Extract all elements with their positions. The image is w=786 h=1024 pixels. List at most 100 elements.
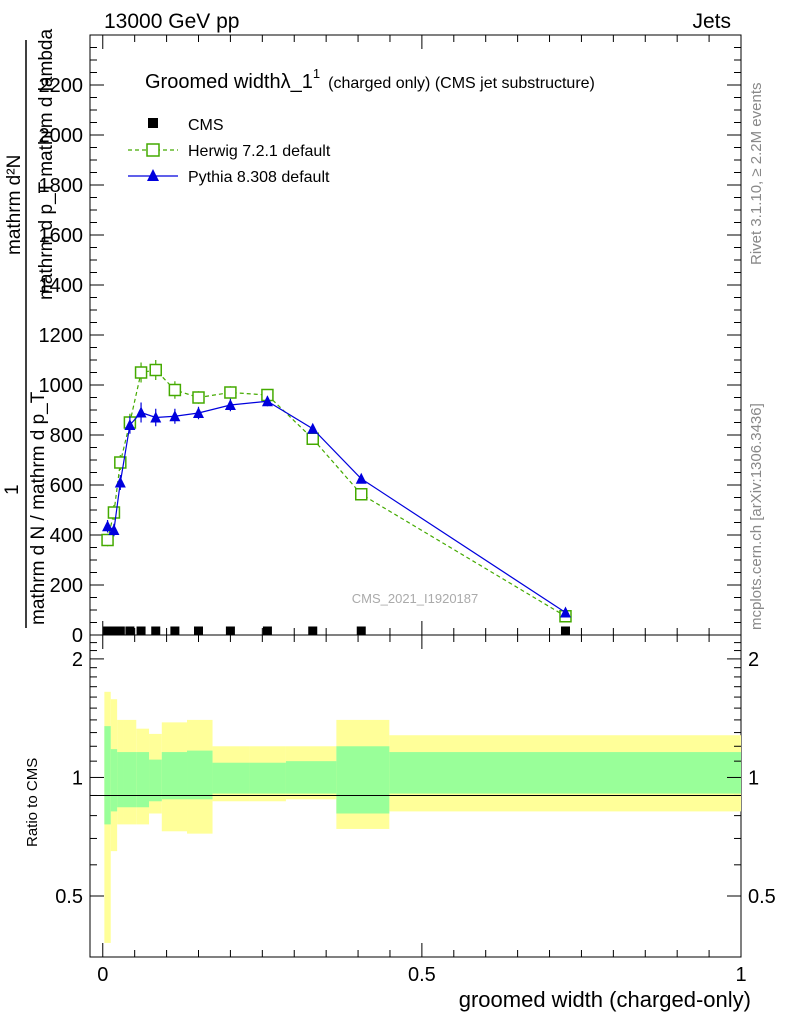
data-point xyxy=(136,626,146,636)
chart-title-main: Groomed width xyxy=(145,71,281,93)
rivet-label: Rivet 3.1.10, ≥ 2.2M events xyxy=(748,83,765,266)
ratio-y-label: Ratio to CMS xyxy=(24,758,41,847)
ratio-bands xyxy=(104,691,741,943)
ratio-band-inner-bin xyxy=(336,746,390,814)
legend-marker-herwig xyxy=(146,143,160,157)
ratio-band-inner-bin xyxy=(104,726,111,825)
series-line xyxy=(107,400,566,614)
series-1 xyxy=(101,360,572,623)
legend-label-herwig: Herwig 7.2.1 default xyxy=(188,143,331,160)
y-tick-label: 1000 xyxy=(39,375,84,397)
data-point xyxy=(262,626,272,636)
ratio-tick-label-right: 2 xyxy=(748,649,759,671)
data-point xyxy=(194,626,203,636)
data-point xyxy=(103,626,113,636)
data-point xyxy=(224,386,237,399)
data-point xyxy=(224,399,236,410)
ratio-tick-label-right: 0.5 xyxy=(748,886,776,908)
legend-marker-pythia xyxy=(147,169,159,181)
ratio-band-inner-bin xyxy=(187,750,213,800)
y-label-denominator: mathrm d p_T mathrm d lambda xyxy=(36,29,57,300)
data-point xyxy=(261,395,273,407)
chart-title-symbol: λ_1 xyxy=(281,71,313,93)
y-label-frac: mathrm d N / mathrm d p_T xyxy=(28,391,49,625)
legend: CMS Herwig 7.2.1 default Pythia 8.308 de… xyxy=(128,117,331,186)
data-point xyxy=(560,626,570,636)
ratio-band-inner-bin xyxy=(117,752,124,808)
data-point xyxy=(108,524,120,535)
y-tick-label: 200 xyxy=(50,575,83,597)
data-point xyxy=(168,383,182,397)
y-tick-label: 400 xyxy=(50,525,83,547)
chart-title-tail: (charged only) (CMS jet substructure) xyxy=(328,75,595,92)
ratio-band-inner-bin xyxy=(212,762,250,794)
data-point xyxy=(225,626,235,636)
ratio-band-inner-bin xyxy=(123,752,137,808)
y-tick-label: 2200 xyxy=(39,75,84,97)
header-left: 13000 GeV pp xyxy=(104,10,239,33)
data-point xyxy=(355,488,368,501)
ratio-tick-label-left: 1 xyxy=(72,767,83,789)
y-tick-label: 600 xyxy=(50,475,83,497)
y-tick-label: 1400 xyxy=(39,275,84,297)
ratio-tick-label-left: 0.5 xyxy=(55,886,83,908)
y-axis-label: mathrm d²N mathrm d p_T mathrm d lambda … xyxy=(2,29,57,628)
y-tick-label: 1800 xyxy=(39,175,84,197)
data-point xyxy=(115,626,125,636)
ratio-band-inner-bin xyxy=(136,752,150,808)
axes: 0200400600800100012001400160018002000220… xyxy=(39,35,776,986)
ratio-tick-label-right: 1 xyxy=(748,767,759,789)
watermark: CMS_2021_I1920187 xyxy=(352,591,479,606)
data-point xyxy=(135,406,147,418)
header-right: Jets xyxy=(692,10,731,33)
data-point xyxy=(124,419,136,430)
data-point xyxy=(307,422,319,434)
ratio-band-inner-bin xyxy=(285,761,337,794)
data-point xyxy=(169,410,181,422)
series-0 xyxy=(103,626,570,636)
mcplots-label: mcplots.cern.ch [arXiv:1306.3436] xyxy=(748,403,765,630)
data-point xyxy=(109,626,119,636)
series-layer xyxy=(101,360,572,636)
ratio-band-inner-bin xyxy=(249,762,286,794)
data-point xyxy=(134,366,148,379)
series-2 xyxy=(102,395,571,618)
data-point xyxy=(308,626,318,636)
data-point xyxy=(114,476,126,488)
x-tick-label: 0.5 xyxy=(408,964,436,986)
x-axis-label: groomed width (charged-only) xyxy=(459,987,751,1012)
y-tick-label: 1200 xyxy=(39,325,84,347)
ratio-band-inner-bin xyxy=(389,752,741,794)
legend-label-pythia: Pythia 8.308 default xyxy=(188,169,330,186)
y-tick-label: 2000 xyxy=(39,125,84,147)
legend-label-cms: CMS xyxy=(188,117,224,134)
data-point xyxy=(101,533,114,547)
ratio-tick-label-left: 2 xyxy=(72,649,83,671)
data-point xyxy=(150,411,162,423)
x-tick-label: 1 xyxy=(735,964,746,986)
data-point xyxy=(114,456,127,469)
y-tick-label: 1600 xyxy=(39,225,84,247)
legend-marker-cms xyxy=(148,118,158,128)
data-point xyxy=(125,626,135,636)
y-tick-label: 0 xyxy=(72,625,83,647)
data-point xyxy=(355,472,367,484)
data-point xyxy=(192,391,205,404)
data-point xyxy=(102,520,114,532)
data-point xyxy=(107,506,121,519)
x-tick-label: 0 xyxy=(97,964,108,986)
data-point xyxy=(306,432,319,445)
series-line xyxy=(106,369,566,617)
data-point xyxy=(149,363,162,377)
ratio-band-inner-bin xyxy=(149,759,162,802)
y-label-one: 1 xyxy=(2,484,23,495)
ratio-band-inner-bin xyxy=(110,749,118,812)
data-point xyxy=(170,626,180,636)
chart-title: Groomed widthλ_11 (charged only) (CMS jet… xyxy=(145,66,595,93)
data-point xyxy=(151,626,161,636)
data-point xyxy=(193,407,204,418)
chart-title-sup: 1 xyxy=(313,66,320,81)
data-point xyxy=(559,606,571,618)
y-label-numerator: mathrm d²N xyxy=(4,155,25,255)
